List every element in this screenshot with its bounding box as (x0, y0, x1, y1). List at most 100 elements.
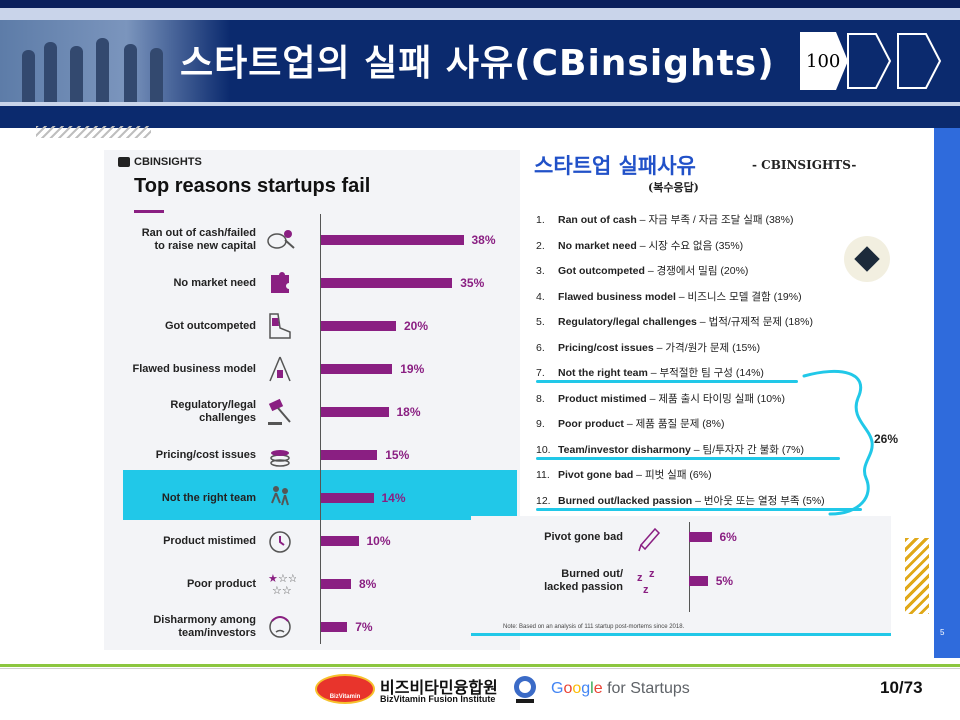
page-title: 스타트업의 실패 사유(CBinsights) (180, 43, 775, 84)
bar-label: Flawed business model (132, 362, 256, 375)
svg-text:★: ★ (268, 573, 278, 585)
reason-list-item: 8. Product mistimed – 제품 출시 타이밍 실패 (10%) (536, 391, 785, 406)
bar (689, 576, 708, 586)
item-number: 3. (536, 265, 545, 277)
chart-title: Top reasons startups fail (134, 175, 371, 197)
bar-value-label: 35% (460, 276, 485, 290)
reason-list-item: 9. Poor product – 제품 품질 문제 (8%) (536, 416, 724, 431)
svg-text:z: z (649, 568, 655, 580)
item-english: Team/investor disharmony (558, 443, 691, 456)
bar-value-label: 14% (381, 491, 406, 505)
bar (321, 235, 464, 245)
bar (321, 450, 378, 460)
org-name-english: BizVitamin Fusion Institute (380, 694, 496, 704)
bar-label: Pivot gone bad (544, 530, 623, 543)
inset-note: Note: Based on an analysis of 111 startu… (503, 624, 685, 630)
item-english: Pivot gone bad (558, 469, 634, 481)
bar-value-label: 6% (719, 530, 737, 544)
pencil-icon (633, 521, 665, 553)
item-english: Regulatory/legal challenges (558, 316, 697, 328)
sneaker-icon (264, 310, 296, 342)
chart-row: Poor product ★ ☆☆ ☆☆ 8% (104, 564, 520, 604)
item-korean: – 팀/투자자 간 불화 (7%) (690, 443, 804, 456)
item-english: No market need (558, 239, 637, 252)
puzzle-piece-icon (264, 267, 296, 299)
item-number: 12. (536, 494, 551, 507)
bar (321, 493, 374, 503)
svg-text:z: z (643, 584, 649, 596)
chart-row: Product mistimed 10% (104, 521, 520, 561)
bar (321, 364, 393, 374)
coin-stack-icon (264, 439, 296, 471)
item-number: 2. (536, 239, 545, 252)
item-korean: – 번아웃 또는 열정 부족 (5%) (692, 494, 825, 507)
reason-list-item: 4. Flawed business model – 비즈니스 모델 결함 (19… (536, 289, 802, 304)
item-korean: – 자금 부족 / 자금 조달 실패 (38%) (636, 214, 794, 226)
item-english: Ran out of cash (558, 214, 637, 226)
item-english: Product mistimed (558, 392, 647, 405)
star-rating-icon: ★ ☆☆ ☆☆ (264, 568, 296, 600)
reason-list-item: 3. Got outcompeted – 경쟁에서 밀림 (20%) (536, 263, 748, 278)
bar-label: Burned out/lacked passion (544, 568, 623, 593)
chart-row: Disharmony among team/investors 7% (104, 607, 520, 647)
next-chevron-icon[interactable] (846, 32, 892, 90)
bar (321, 278, 453, 288)
house-of-cards-icon (264, 353, 296, 385)
korean-subtitle: - CBINSIGHTS- (752, 158, 857, 172)
multiple-response-note: (복수응답) (648, 181, 699, 194)
reason-list-item: 12. Burned out/lacked passion – 번아웃 또는 열정… (536, 493, 825, 508)
bar-label: Disharmony among team/investors (153, 614, 256, 639)
last-chevron-icon[interactable] (896, 32, 942, 90)
footer-green-line (0, 664, 960, 667)
item-korean: – 제품 품질 문제 (8%) (623, 418, 725, 430)
svg-text:z: z (637, 572, 643, 584)
item-number: 10. (536, 443, 551, 456)
footer-gray-line (0, 668, 960, 669)
header-light-band (0, 8, 960, 20)
underline-item-10 (536, 457, 840, 460)
gavel-icon (264, 396, 296, 428)
seal-emblem-icon (514, 676, 536, 703)
bar (321, 622, 348, 632)
item-english: Pricing/cost issues (558, 341, 654, 354)
item-korean: – 피벗 실패 (6%) (633, 469, 712, 481)
bar-value-label: 5% (715, 574, 734, 588)
item-korean: – 제품 출시 타이밍 실패 (10%) (646, 392, 785, 405)
bar (321, 536, 359, 546)
team-icon (264, 482, 296, 514)
cb-chart-panel (104, 150, 520, 650)
page-number: 10/73 (880, 678, 923, 697)
reason-list-item: 11. Pivot gone bad – 피벗 실패 (6%) (536, 467, 712, 482)
bar-value-label: 7% (355, 620, 373, 634)
bar-value-label: 18% (396, 405, 421, 419)
item-english: Flawed business model (558, 290, 676, 303)
bar-value-label: 19% (400, 362, 425, 376)
item-number: 11. (536, 469, 550, 481)
item-number: 9. (536, 418, 545, 430)
item-english: Poor product (558, 418, 624, 430)
bracket-icon (802, 369, 874, 516)
reason-list-item: 5. Regulatory/legal challenges – 법적/규제적 문… (536, 314, 813, 329)
bar-value-label: 10% (366, 534, 391, 548)
chart-row: Pricing/cost issues 15% (104, 435, 520, 475)
founders-project-badge-icon (844, 236, 890, 282)
item-korean: – 비즈니스 모델 결함 (19%) (675, 290, 802, 303)
svg-text:☆☆: ☆☆ (278, 573, 296, 585)
inset-chart-panel (471, 516, 891, 636)
inset-bottom-border (471, 633, 891, 636)
item-english: Not the right team (558, 367, 648, 379)
item-korean: – 경쟁에서 밀림 (20%) (644, 265, 749, 277)
reason-list-item: 6. Pricing/cost issues – 가격/원가 문제 (15%) (536, 340, 760, 355)
reason-list-item: 2. No market need – 시장 수요 없음 (35%) (536, 238, 743, 253)
chart-row: Ran out of cash/failed to raise new capit… (104, 220, 520, 260)
right-accent-bar (934, 128, 960, 658)
title-underline (134, 210, 164, 213)
underline-item-7 (536, 380, 798, 383)
underline-item-12 (536, 508, 862, 511)
bracket-total: 26% (874, 432, 899, 446)
chart-row: Not the right team 14% (104, 478, 520, 518)
item-korean: – 부적절한 팀 구성 (14%) (647, 367, 764, 379)
decorative-hatch (36, 126, 151, 138)
reason-list-item: 10. Team/investor disharmony – 팀/투자자 간 불화… (536, 442, 804, 457)
item-english: Burned out/lacked passion (558, 494, 693, 507)
